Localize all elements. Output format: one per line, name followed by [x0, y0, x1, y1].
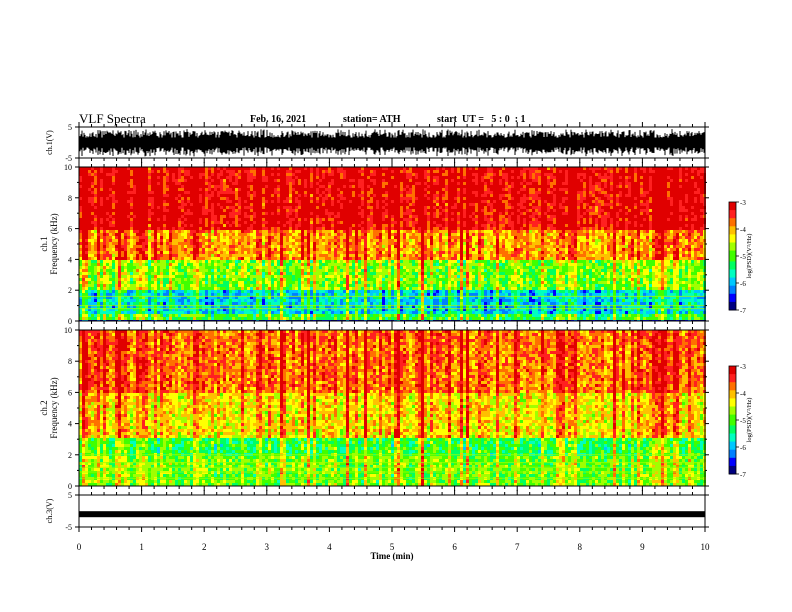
colorbar-tick-label: -7 — [740, 471, 746, 479]
ch2-spectrogram-ytick-label: 0 — [68, 482, 72, 491]
ch1-spectrogram-image — [79, 167, 706, 321]
ch1-spectrogram-ytick-label: 4 — [68, 255, 72, 264]
ch2-spectrogram-ytick-label: 8 — [68, 357, 72, 366]
ch2-spectrogram-ylabel-channel: ch.2 — [39, 400, 49, 415]
xaxis-label: Time (min) — [370, 551, 413, 561]
ch1-waveform-ytick-label: -5 — [65, 154, 72, 163]
xtick-label: 3 — [265, 542, 270, 552]
xtick-label: 5 — [390, 542, 395, 552]
xtick-label: 10 — [701, 542, 711, 552]
colorbar-tick-label: -5 — [740, 417, 746, 425]
ch3-waveform-ylabel: ch.3(V) — [45, 498, 54, 523]
ch1-spectrogram-ytick-label: 0 — [68, 317, 72, 326]
ch2-spectrogram-ylabel-axis: Frequency (kHz) — [49, 377, 59, 438]
xtick-label: 1 — [139, 542, 144, 552]
ch1-waveform-trace — [78, 129, 706, 157]
ch3-waveform-frame — [78, 494, 706, 528]
ch2-spectrogram-colorbar: -3 -4 -5 -6 -7 log(PSD)(V²/Hz) — [728, 363, 753, 479]
chart-title: VLF Spectra — [79, 111, 146, 127]
colorbar-tick-label: -4 — [740, 226, 746, 234]
xtick-label: 0 — [77, 542, 82, 552]
colorbar-tick-label: -3 — [740, 199, 746, 207]
ch1-spectrogram-ylabel-channel: ch.1 — [39, 236, 49, 251]
station-label: station= ATH — [343, 114, 400, 125]
ch1-spectrogram-ytick-label: 8 — [68, 194, 72, 203]
ch3-waveform-trace — [79, 511, 705, 518]
start-time-label: start UT = 5 : 0 : 1 — [437, 114, 526, 125]
colorbar-tick-label: -6 — [740, 280, 746, 288]
ch1-spectrogram-ytick-label: 2 — [68, 286, 72, 295]
spectrogram-layer: -3 -4 -5 -6 -7 log(PSD)(V²/Hz) -3 -4 -5 -6 -7 log(P… — [79, 167, 753, 486]
colorbar-tick-label: -3 — [740, 363, 746, 371]
frames-layer — [75, 122, 709, 532]
xtick-label: 4 — [327, 542, 332, 552]
ch2-spectrogram-ytick-label: 10 — [64, 326, 72, 335]
ch3-waveform-ytick-label: -5 — [65, 523, 72, 532]
xtick-label: 7 — [515, 542, 520, 552]
xtick-label: 2 — [202, 542, 207, 552]
ch3-waveform-ytick-label: 5 — [68, 491, 72, 500]
ch1-spectrogram-colorbar: -3 -4 -5 -6 -7 log(PSD)(V²/Hz) — [728, 199, 753, 315]
colorbar-label: log(PSD)(V²/Hz) — [746, 398, 753, 443]
ch2-spectrogram-ytick-label: 4 — [68, 420, 72, 429]
colorbar-tick-label: -4 — [740, 390, 746, 398]
colorbar-tick-label: -6 — [740, 444, 746, 452]
xtick-label: 8 — [578, 542, 583, 552]
ch1-waveform-ylabel: ch.1(V) — [45, 130, 54, 155]
colorbar-tick-label: -7 — [740, 307, 746, 315]
ch2-spectrogram-image — [79, 330, 706, 486]
colorbar-tick-label: -5 — [740, 253, 746, 261]
ch2-spectrogram-ytick-label: 6 — [68, 388, 72, 397]
ch1-waveform-ytick-label: 5 — [68, 123, 72, 132]
ch1-spectrogram-ytick-label: 10 — [64, 163, 72, 172]
xtick-label: 9 — [640, 542, 645, 552]
colorbar-label: log(PSD)(V²/Hz) — [746, 234, 753, 279]
ch2-spectrogram-ytick-label: 2 — [68, 451, 72, 460]
ch1-spectrogram-ylabel-axis: Frequency (kHz) — [49, 213, 59, 274]
date-label: Feb. 16, 2021 — [250, 114, 306, 125]
xtick-label: 6 — [452, 542, 457, 552]
ch1-spectrogram-ytick-label: 6 — [68, 225, 72, 234]
